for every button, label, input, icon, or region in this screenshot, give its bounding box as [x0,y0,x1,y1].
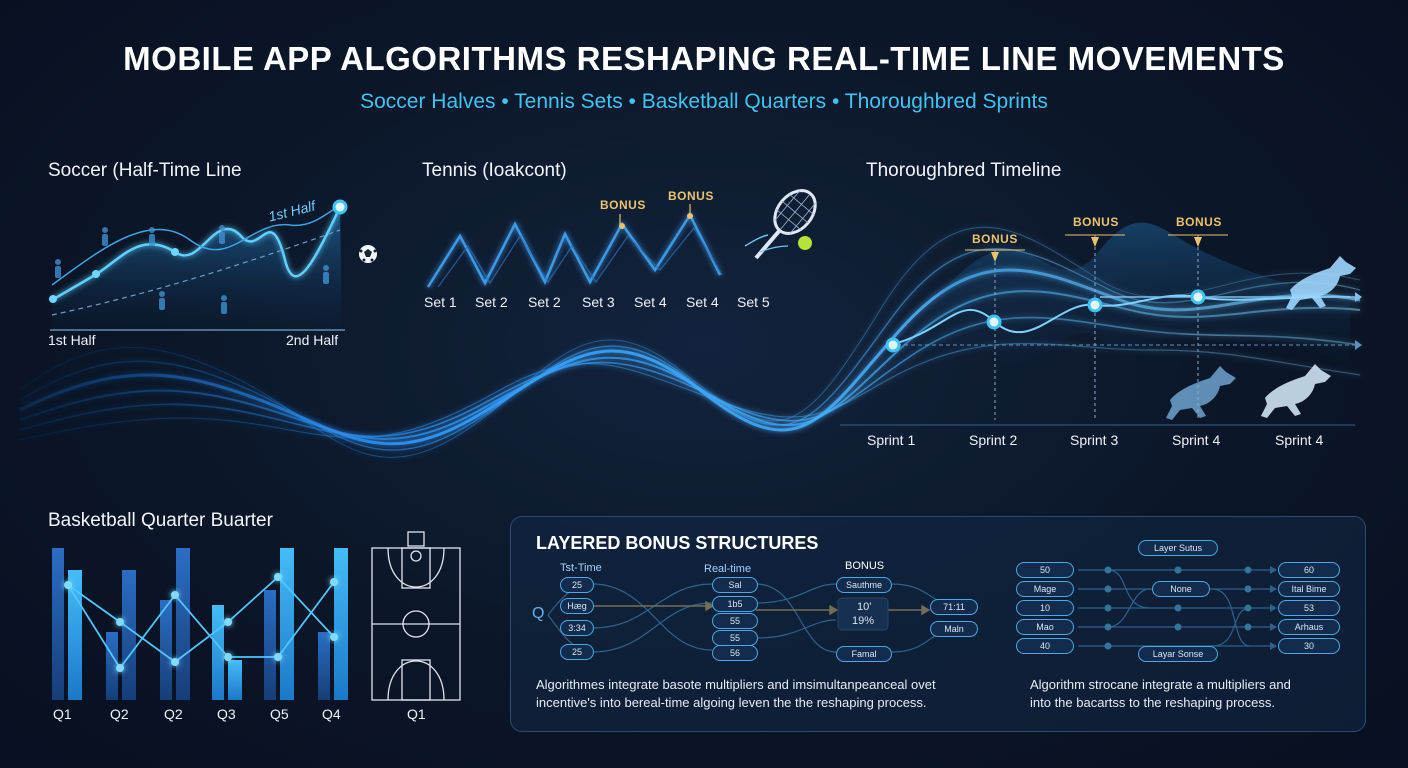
tennis-set-label: Set 2 [528,294,561,310]
left-col2-pill: 56 [712,645,758,661]
quarter-label: Q2 [164,706,183,722]
left-col1-pill: 25 [560,577,594,593]
quarter-label: Q2 [110,706,129,722]
horse-icon [1286,256,1356,310]
q-label: Q [532,605,545,622]
bonus-box-value: 10' [857,601,872,613]
right-caption-line-1: Algorithm strocane integrate a multiplie… [1030,677,1291,692]
right-col1-pill: Mage [1016,581,1074,597]
right-col3-pill: 60 [1278,562,1340,578]
left-col2-pill: 55 [712,613,758,629]
quarter-label: Q5 [270,706,289,722]
right-col3-pill: 30 [1278,638,1340,654]
thoroughbred-bonus-2: BONUS [1073,215,1119,229]
left-col2-pill: Sal [712,577,758,593]
col3-header: BONUS [845,560,885,572]
tennis-racket-icon [744,189,817,260]
col1-header: Tst-Time [560,562,602,574]
tennis-set-label: Set 5 [737,294,770,310]
court-label: Q1 [407,706,426,722]
tennis-title: Tennis (Ioakcont) [422,160,567,181]
left-col3-pill: Famal [836,646,892,662]
tennis-set-label: Set 2 [475,294,508,310]
left-col1-pill: 3:34 [560,620,594,636]
thoroughbred-title: Thoroughbred Timeline [866,160,1062,181]
tennis-set-label: Set 1 [424,294,457,310]
tennis-set-label: Set 3 [582,294,615,310]
basketball-court-icon [371,531,461,701]
right-col1-pill: 40 [1016,638,1074,654]
quarter-label: Q4 [322,706,341,722]
right-caption-line-2: into the bacartss to the reshaping proce… [1030,695,1275,710]
sprint-label: Sprint 1 [867,432,916,448]
tennis-set-label: Set 4 [686,294,719,310]
tennis-bonus-2: BONUS [668,189,714,203]
right-top-label: Layer Sutus [1138,540,1218,556]
tennis-set-label: Set 4 [634,294,667,310]
right-col3-pill: Ital Bime [1278,581,1340,597]
sprint-label: Sprint 3 [1070,432,1119,448]
left-caption-line-1: Algorithmes integrate basote multipliers… [536,677,936,692]
left-col4-pill: Maln [930,621,978,637]
soccer-ball-icon [359,245,377,263]
right-col1-pill: 50 [1016,562,1074,578]
soccer-axis-end: 2nd Half [286,332,339,348]
horse-icon [1166,366,1236,420]
tennis-chart [426,204,723,288]
soccer-title: Soccer (Half-Time Line [48,160,242,181]
left-caption-line-2: incentive's into bereal-time algoing lev… [536,695,927,710]
left-col3-pill: Sauthme [836,577,892,593]
basketball-chart [52,548,348,700]
right-col3-pill: Arhaus [1278,619,1340,635]
thoroughbred-bonus-3: BONUS [1176,215,1222,229]
basketball-title: Basketball Quarter Buarter [48,510,273,531]
right-bottom-label: Layar Sonse [1138,646,1218,662]
soccer-chart [49,199,348,331]
left-col1-pill: 25 [560,644,594,660]
left-col2-pill: 1b5 [712,596,758,612]
bonus-box-value: 19% [852,615,875,627]
tennis-bonus-1: BONUS [600,198,646,212]
left-col4-pill: 71:11 [930,599,978,615]
sprint-label: Sprint 2 [969,432,1018,448]
main-subtitle: Soccer Halves • Tennis Sets • Basketball… [360,90,1048,113]
left-col1-pill: Hæg [560,598,594,614]
right-col3-pill: 53 [1278,600,1340,616]
sprint-label: Sprint 4 [1275,432,1324,448]
quarter-label: Q1 [53,706,72,722]
bonus-panel-title: LAYERED BONUS STRUCTURES [536,533,819,553]
quarter-label: Q3 [217,706,236,722]
horse-icon [1261,364,1331,418]
left-col2-pill: 55 [712,630,758,646]
main-title: MOBILE APP ALGORITHMS RESHAPING REAL-TIM… [123,40,1285,77]
col2-header: Real-time [704,563,752,575]
right-col1-pill: 10 [1016,600,1074,616]
thoroughbred-timeline-graph [840,222,1362,426]
right-mid-pill: None [1152,581,1210,597]
sprint-label: Sprint 4 [1172,432,1221,448]
thoroughbred-bonus-1: BONUS [972,232,1018,246]
right-col1-pill: Mao [1016,619,1074,635]
soccer-axis-start: 1st Half [48,332,96,348]
